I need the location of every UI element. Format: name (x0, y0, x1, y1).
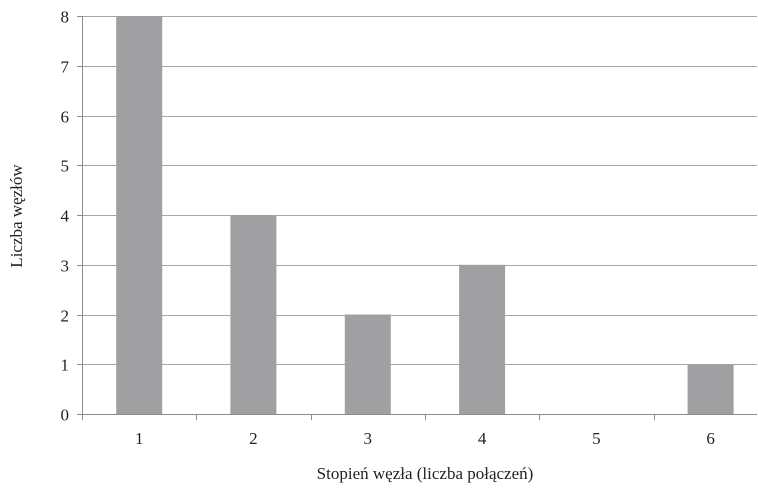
x-tick-label-1: 1 (135, 429, 144, 448)
x-tick-label-5: 5 (592, 429, 601, 448)
y-tick-label-4: 4 (61, 207, 70, 226)
y-tick-label-0: 0 (61, 406, 70, 425)
y-tick-label-7: 7 (61, 58, 70, 77)
y-tick-label-2: 2 (61, 307, 70, 326)
tick-labels: 0 1 2 3 4 5 6 7 8 1 2 3 4 5 6 (61, 8, 715, 449)
bar-1 (116, 16, 163, 414)
x-tick-label-6: 6 (706, 429, 715, 448)
gridlines (82, 16, 757, 365)
bar-2 (230, 215, 277, 414)
y-tick-label-1: 1 (61, 356, 70, 375)
bar-4 (459, 264, 506, 415)
bars (116, 16, 734, 415)
y-axis-title: Liczba węzłów (7, 164, 26, 268)
y-tick-label-3: 3 (61, 257, 70, 276)
x-axis-title: Stopień węzła (liczba połączeń) (317, 464, 534, 483)
axes (77, 16, 757, 420)
y-tick-label-6: 6 (61, 108, 70, 127)
bar-6 (687, 364, 734, 415)
y-tick-label-8: 8 (61, 8, 70, 27)
x-tick-label-3: 3 (364, 429, 373, 448)
x-tick-label-4: 4 (478, 429, 487, 448)
x-tick-label-2: 2 (249, 429, 258, 448)
bar-3 (344, 314, 391, 414)
y-tick-label-5: 5 (61, 157, 70, 176)
